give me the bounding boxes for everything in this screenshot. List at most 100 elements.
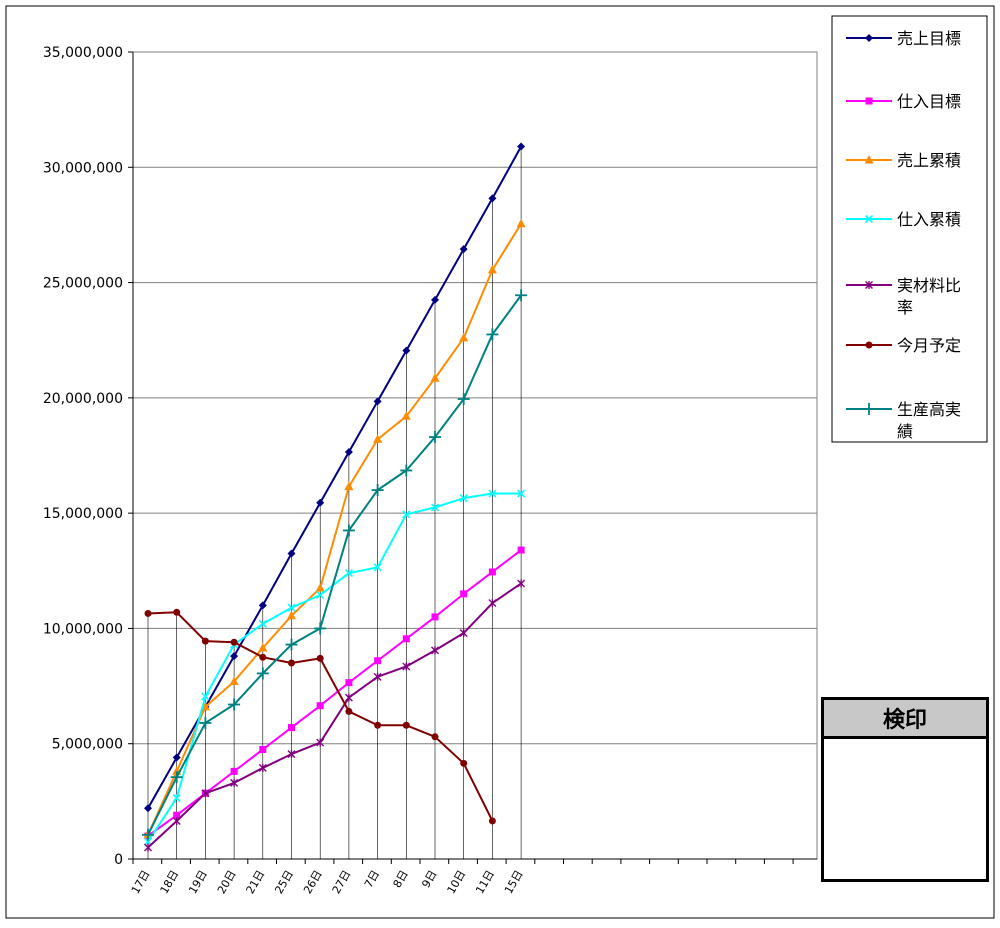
legend-item: 生産高実績	[846, 400, 961, 441]
series-line	[147, 223, 522, 836]
data-point	[373, 397, 382, 406]
data-point	[373, 672, 382, 681]
data-point	[170, 771, 183, 784]
legend-label: 仕入累積	[897, 210, 961, 229]
data-point	[316, 738, 325, 747]
data-point	[342, 524, 355, 537]
legend-label: 売上累積	[897, 151, 961, 170]
data-point	[429, 431, 441, 444]
data-point	[402, 510, 411, 519]
data-point	[488, 568, 496, 576]
series-line	[147, 146, 522, 809]
data-point	[345, 707, 353, 715]
data-point	[431, 613, 439, 621]
data-point	[517, 579, 526, 588]
data-point	[201, 692, 210, 701]
series-6	[144, 608, 496, 825]
data-point	[488, 599, 497, 608]
data-point	[344, 693, 353, 702]
legend-box	[831, 15, 988, 443]
data-point	[457, 393, 470, 406]
legend-item: 今月予定	[846, 336, 961, 355]
data-point	[374, 721, 382, 729]
legend-item: 仕入累積	[846, 210, 961, 229]
data-point	[201, 637, 209, 645]
data-point	[515, 289, 528, 302]
data-point	[258, 601, 267, 610]
data-point	[401, 411, 411, 420]
data-point	[345, 679, 353, 687]
y-tick-label: 30,000,000	[43, 160, 123, 176]
legend-marker	[865, 341, 873, 349]
series-3	[143, 218, 526, 839]
data-point	[228, 698, 241, 711]
data-point	[144, 804, 152, 813]
data-point	[402, 346, 411, 355]
data-point	[402, 662, 411, 671]
data-point	[288, 724, 295, 732]
y-tick-label: 0	[114, 852, 123, 868]
data-point	[172, 793, 181, 802]
series-line	[147, 294, 522, 836]
data-point	[199, 716, 212, 729]
data-point	[142, 828, 154, 841]
series-line	[147, 492, 522, 843]
legend-label: 仕入目標	[897, 92, 961, 111]
inspection-stamp-box: 検印	[821, 697, 989, 882]
data-point	[285, 638, 298, 651]
data-point	[258, 619, 267, 628]
data-point	[459, 494, 468, 503]
data-point	[230, 778, 239, 787]
legend-marker	[865, 281, 873, 289]
data-point	[344, 569, 353, 578]
data-point	[459, 629, 468, 638]
legend-item: 実材料比率	[846, 276, 961, 317]
data-point	[287, 549, 296, 558]
data-point	[314, 622, 327, 635]
legend-label: 売上目標	[897, 29, 961, 48]
legend-marker	[864, 155, 874, 164]
data-point	[172, 753, 181, 762]
data-point	[430, 373, 440, 382]
data-point	[287, 603, 296, 612]
data-point	[230, 638, 238, 646]
data-point	[460, 590, 468, 598]
legend-marker	[863, 403, 875, 415]
data-point	[144, 843, 152, 852]
data-point	[173, 811, 181, 819]
data-point	[486, 328, 499, 341]
series-layer	[142, 142, 528, 852]
y-tick-label: 25,000,000	[43, 276, 123, 292]
stamp-area[interactable]	[824, 739, 986, 879]
data-point	[259, 745, 267, 753]
data-point	[316, 498, 325, 507]
data-point	[259, 653, 267, 661]
data-point	[517, 489, 526, 498]
data-point	[144, 609, 152, 617]
data-point	[459, 245, 468, 254]
data-point	[402, 721, 410, 729]
data-point	[488, 489, 497, 498]
legend-marker	[865, 34, 873, 42]
y-tick-label: 20,000,000	[43, 391, 123, 407]
data-point	[371, 484, 384, 497]
data-point	[344, 481, 354, 491]
series-line	[147, 582, 522, 849]
data-point	[201, 789, 210, 798]
data-point	[488, 194, 497, 203]
legend-item: 仕入目標	[846, 92, 961, 111]
stamp-title: 検印	[824, 700, 986, 739]
data-point	[287, 610, 296, 620]
data-point	[400, 464, 413, 477]
legend-marker	[865, 97, 873, 105]
y-tick-label: 35,000,000	[43, 45, 123, 61]
data-point	[200, 701, 210, 711]
legend-item: 売上累積	[846, 151, 961, 170]
data-point	[173, 608, 181, 616]
data-point	[315, 583, 325, 592]
series-line	[147, 549, 522, 837]
data-point	[430, 503, 440, 512]
